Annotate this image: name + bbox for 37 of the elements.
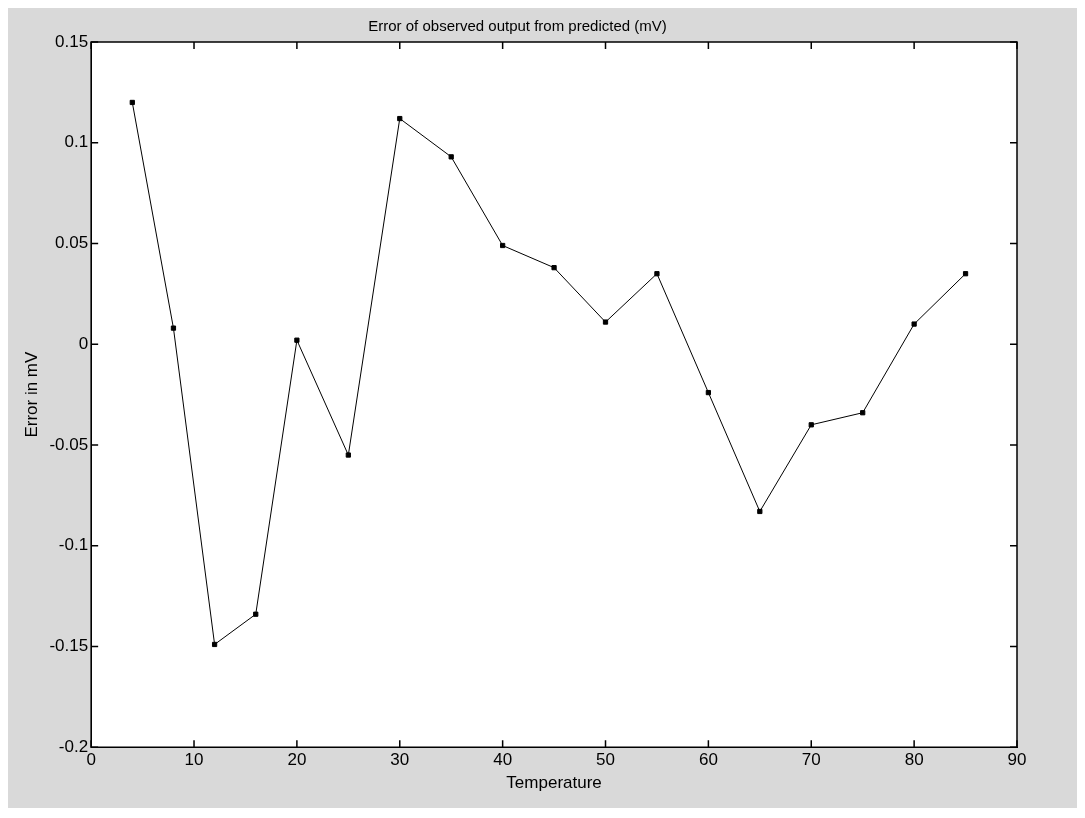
y-tick-label: -0.1 <box>58 535 89 555</box>
point <box>500 242 506 249</box>
point <box>345 452 351 458</box>
point <box>962 271 969 277</box>
point <box>129 99 135 106</box>
y-tick-label: 0.05 <box>55 233 89 253</box>
chart-title: Error of observed output from predicted (mV) <box>368 17 667 35</box>
point <box>860 410 866 416</box>
x-tick-label: 80 <box>904 750 924 770</box>
point <box>757 508 763 515</box>
x-tick-label: 50 <box>596 750 615 770</box>
point <box>654 271 660 277</box>
y-tick-label: -0.15 <box>49 636 89 656</box>
y-tick-label: 0 <box>78 333 89 353</box>
point <box>211 641 218 648</box>
point <box>170 325 177 331</box>
point <box>448 154 454 160</box>
y-axis-title: Error in mV <box>21 350 41 438</box>
x-tick-label: 70 <box>801 750 821 770</box>
x-tick-label: 30 <box>390 750 410 770</box>
x-tick-label: 60 <box>698 750 718 770</box>
x-tick-label: 10 <box>184 750 204 770</box>
y-tick-label: -0.05 <box>49 434 89 454</box>
x-tick-label: 40 <box>493 750 513 770</box>
point <box>551 265 557 271</box>
point <box>911 321 917 327</box>
point <box>397 115 403 122</box>
point <box>808 422 814 428</box>
y-tick-label: 0.15 <box>55 31 89 51</box>
point <box>253 611 259 617</box>
point <box>705 389 711 396</box>
point <box>294 337 300 343</box>
point <box>602 319 609 325</box>
x-axis-title: Temperature <box>506 773 602 793</box>
y-tick-label: 0.1 <box>64 132 89 152</box>
x-tick-label: 20 <box>287 750 307 770</box>
x-tick-label: 90 <box>1007 750 1027 770</box>
